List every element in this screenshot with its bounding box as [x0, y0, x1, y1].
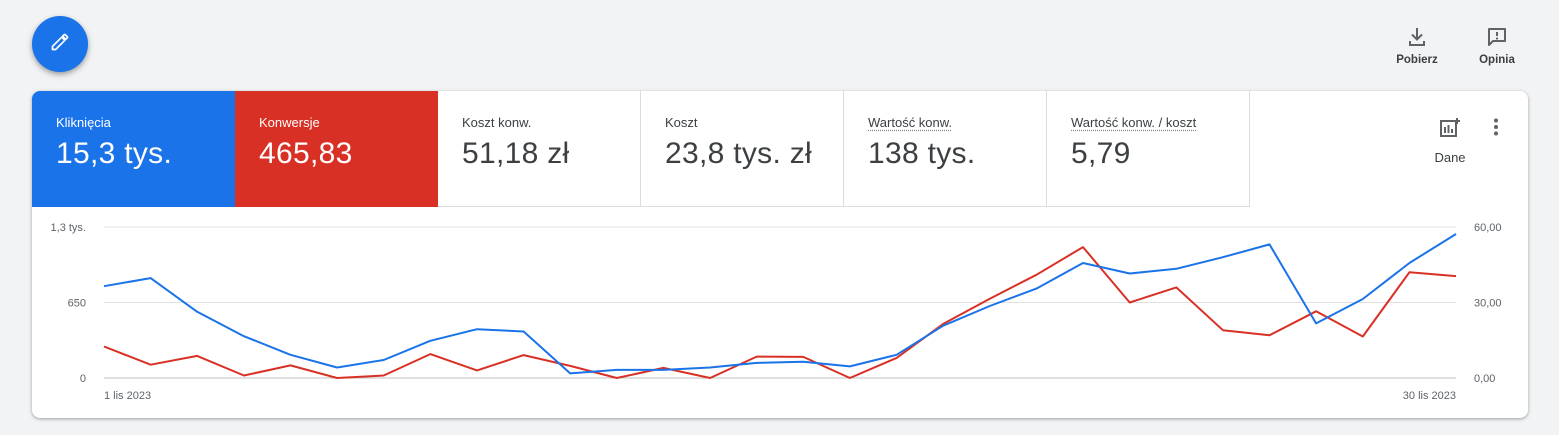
- metric-value: 23,8 tys. zł: [665, 137, 812, 170]
- metric-value: 51,18 zł: [462, 137, 570, 170]
- pencil-icon: [50, 32, 70, 57]
- metric-tiles: Kliknięcia 15,3 tys. Konwersje 465,83 Ko…: [32, 91, 1250, 207]
- download-icon: [1382, 26, 1452, 48]
- download-button[interactable]: Pobierz: [1382, 26, 1452, 66]
- more-options-button[interactable]: [1486, 117, 1506, 141]
- clicks-series-line: [103, 233, 1457, 375]
- y-tick-label-left: 1,3 tys.: [51, 222, 86, 234]
- metric-tile-cost[interactable]: Koszt 23,8 tys. zł: [641, 91, 844, 207]
- metric-label: Wartość konw. / koszt: [1071, 115, 1197, 130]
- y-tick-label-right: 30,00: [1474, 298, 1502, 310]
- metric-label: Kliknięcia: [56, 115, 111, 130]
- conversions-series-line: [103, 246, 1457, 379]
- y-tick-label-left: 650: [68, 298, 86, 310]
- metric-label: Koszt: [665, 115, 698, 130]
- data-button[interactable]: Dane: [1426, 117, 1474, 165]
- performance-card: Kliknięcia 15,3 tys. Konwersje 465,83 Ko…: [32, 91, 1528, 418]
- metric-label: Wartość konw.: [868, 115, 953, 130]
- performance-chart: 0 0,00 650 30,00 1,3 tys. 60,00 1 lis 2023 30 l…: [51, 222, 1502, 402]
- feedback-icon: [1462, 26, 1532, 48]
- metric-value: 15,3 tys.: [56, 137, 173, 170]
- y-tick-label-right: 60,00: [1474, 222, 1502, 234]
- x-tick-label: 30 lis 2023: [1403, 390, 1456, 402]
- x-tick-label: 1 lis 2023: [104, 390, 151, 402]
- metric-value: 465,83: [259, 137, 353, 170]
- metric-tile-conversion-value[interactable]: Wartość konw. 138 tys.: [844, 91, 1047, 207]
- metric-label: Konwersje: [259, 115, 320, 130]
- add-chart-icon: [1426, 117, 1474, 142]
- feedback-button[interactable]: Opinia: [1462, 26, 1532, 66]
- metric-tile-cost-per-conversion[interactable]: Koszt konw. 51,18 zł: [438, 91, 641, 207]
- metric-tile-conv-value-per-cost[interactable]: Wartość konw. / koszt 5,79: [1047, 91, 1250, 207]
- data-button-label: Dane: [1434, 150, 1466, 165]
- download-label: Pobierz: [1396, 54, 1438, 66]
- metric-tile-clicks[interactable]: Kliknięcia 15,3 tys.: [32, 91, 235, 207]
- edit-fab-button[interactable]: [32, 16, 88, 72]
- metric-tile-conversions[interactable]: Konwersje 465,83: [235, 91, 438, 207]
- more-vert-icon: [1493, 117, 1499, 141]
- feedback-label: Opinia: [1479, 54, 1515, 66]
- y-tick-label-right: 0,00: [1474, 373, 1495, 385]
- metric-value: 5,79: [1071, 137, 1131, 170]
- metric-value: 138 tys.: [868, 137, 976, 170]
- y-tick-label-left: 0: [80, 373, 86, 385]
- metric-label: Koszt konw.: [462, 115, 532, 130]
